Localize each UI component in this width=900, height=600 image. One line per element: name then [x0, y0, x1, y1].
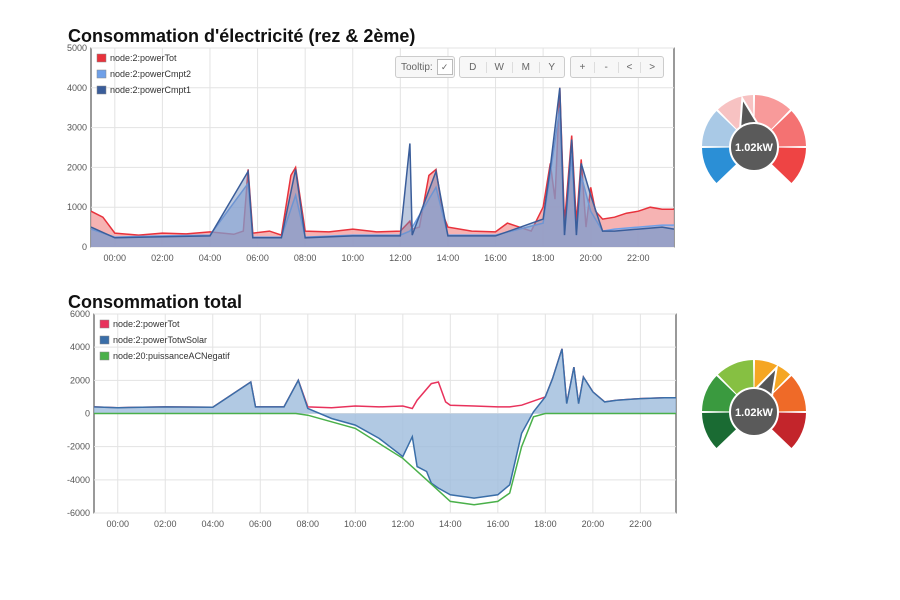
series-area-node-2-powerCmpt1 [91, 87, 674, 247]
nav-buttons: + - < > [570, 56, 664, 78]
y-tick-label: 5000 [67, 43, 87, 53]
x-tick-label: 16:00 [484, 253, 507, 263]
x-tick-label: 12:00 [389, 253, 412, 263]
y-tick-label: -6000 [67, 508, 90, 518]
x-tick-label: 12:00 [392, 519, 415, 529]
x-tick-label: 08:00 [297, 519, 320, 529]
y-tick-label: 2000 [70, 375, 90, 385]
gauge-segment [769, 412, 806, 449]
y-tick-label: 0 [82, 242, 87, 252]
legend-swatch [99, 335, 110, 345]
legend-swatch [96, 85, 107, 95]
gauge-segment [717, 360, 754, 397]
x-tick-label: 04:00 [202, 519, 225, 529]
x-tick-label: 18:00 [534, 519, 557, 529]
legend-label: node:2:powerTotwSolar [113, 335, 207, 345]
x-tick-label: 00:00 [106, 519, 129, 529]
y-tick-label: -2000 [67, 442, 90, 452]
series-line-node-2-powerTotwSolar [93, 348, 676, 499]
y-tick-label: 0 [85, 409, 90, 419]
x-tick-label: 10:00 [344, 519, 367, 529]
x-tick-label: 06:00 [246, 253, 269, 263]
x-tick-label: 14:00 [439, 519, 462, 529]
y-tick-label: 4000 [67, 83, 87, 93]
legend-label: node:2:powerTot [113, 319, 180, 329]
range-year-button[interactable]: Y [538, 61, 565, 73]
x-tick-label: 16:00 [487, 519, 510, 529]
y-tick-label: 6000 [70, 309, 90, 319]
tooltip-toggle[interactable]: Tooltip: ✓ [395, 56, 455, 78]
gauge-segment [702, 375, 739, 412]
legend-label: node:2:powerCmpt2 [110, 69, 191, 79]
y-tick-label: 3000 [67, 123, 87, 133]
range-week-button[interactable]: W [485, 61, 513, 73]
y-tick-label: 1000 [67, 202, 87, 212]
legend-label: node:2:powerTot [110, 53, 177, 63]
series-line-node-2-powerCmpt1 [90, 87, 675, 239]
prev-button[interactable]: < [617, 61, 641, 73]
x-tick-label: 20:00 [582, 519, 605, 529]
gauge-segment [702, 412, 739, 449]
gauge-segment [702, 147, 739, 184]
next-button[interactable]: > [640, 61, 663, 73]
x-tick-label: 10:00 [341, 253, 364, 263]
gauge-segment [769, 375, 806, 412]
legend-swatch [96, 53, 107, 63]
tooltip-checkbox[interactable]: ✓ [436, 59, 453, 75]
x-tick-label: 06:00 [249, 519, 272, 529]
legend-label: node:2:powerCmpt1 [110, 85, 191, 95]
gauge-segment [769, 147, 806, 184]
series-area-node-2-powerCmpt2 [91, 107, 674, 247]
range-buttons: D W M Y [459, 56, 565, 78]
x-tick-label: 00:00 [104, 253, 127, 263]
y-tick-label: 2000 [67, 162, 87, 172]
x-tick-label: 22:00 [629, 519, 652, 529]
x-tick-label: 04:00 [199, 253, 222, 263]
x-tick-label: 08:00 [294, 253, 317, 263]
series-area-node-2-powerTotwSolar [94, 348, 676, 499]
chart2-title: Consommation total [68, 292, 242, 312]
zoom-out-button[interactable]: - [593, 61, 618, 73]
legend-swatch [99, 351, 110, 361]
x-tick-label: 20:00 [579, 253, 602, 263]
y-tick-label: 4000 [70, 342, 90, 352]
x-tick-label: 22:00 [627, 253, 650, 263]
gauge-value-label: 1.02kW [735, 407, 774, 419]
gauge-hub [729, 122, 779, 172]
x-tick-label: 14:00 [437, 253, 460, 263]
range-month-button[interactable]: M [512, 61, 539, 73]
x-tick-label: 02:00 [151, 253, 174, 263]
range-day-button[interactable]: D [469, 61, 477, 73]
gauge-value-label: 1.02kW [735, 142, 774, 154]
legend-swatch [99, 319, 110, 329]
gauge-segment [769, 110, 806, 147]
gauge-segment [754, 95, 791, 132]
x-tick-label: 18:00 [532, 253, 555, 263]
series-line-node-20-puissanceACNegatif [94, 412, 676, 506]
gauge-hub [729, 387, 779, 437]
legend-label: node:20:puissanceACNegatif [113, 351, 230, 361]
tooltip-label: Tooltip: [401, 61, 433, 73]
y-tick-label: -4000 [67, 475, 90, 485]
zoom-in-button[interactable]: + [579, 61, 586, 73]
x-tick-label: 02:00 [154, 519, 177, 529]
legend-swatch [96, 69, 107, 79]
gauge-segment [702, 110, 739, 147]
chart1-title: Consommation d'électricité (rez & 2ème) [68, 26, 416, 46]
